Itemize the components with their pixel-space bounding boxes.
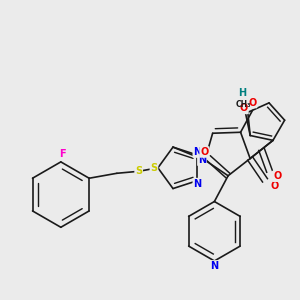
Text: F: F: [59, 149, 66, 159]
Text: O: O: [200, 147, 208, 157]
Text: O: O: [273, 171, 281, 181]
Text: CH₃: CH₃: [236, 100, 251, 109]
Text: O: O: [248, 98, 256, 107]
Text: H: H: [238, 88, 247, 98]
Text: S: S: [150, 163, 158, 173]
Text: S: S: [135, 166, 142, 176]
Text: O: O: [240, 103, 248, 113]
Text: O: O: [271, 181, 279, 191]
Text: N: N: [193, 178, 201, 189]
Text: N: N: [210, 261, 218, 271]
Text: N: N: [198, 155, 206, 165]
Text: N: N: [193, 147, 201, 157]
